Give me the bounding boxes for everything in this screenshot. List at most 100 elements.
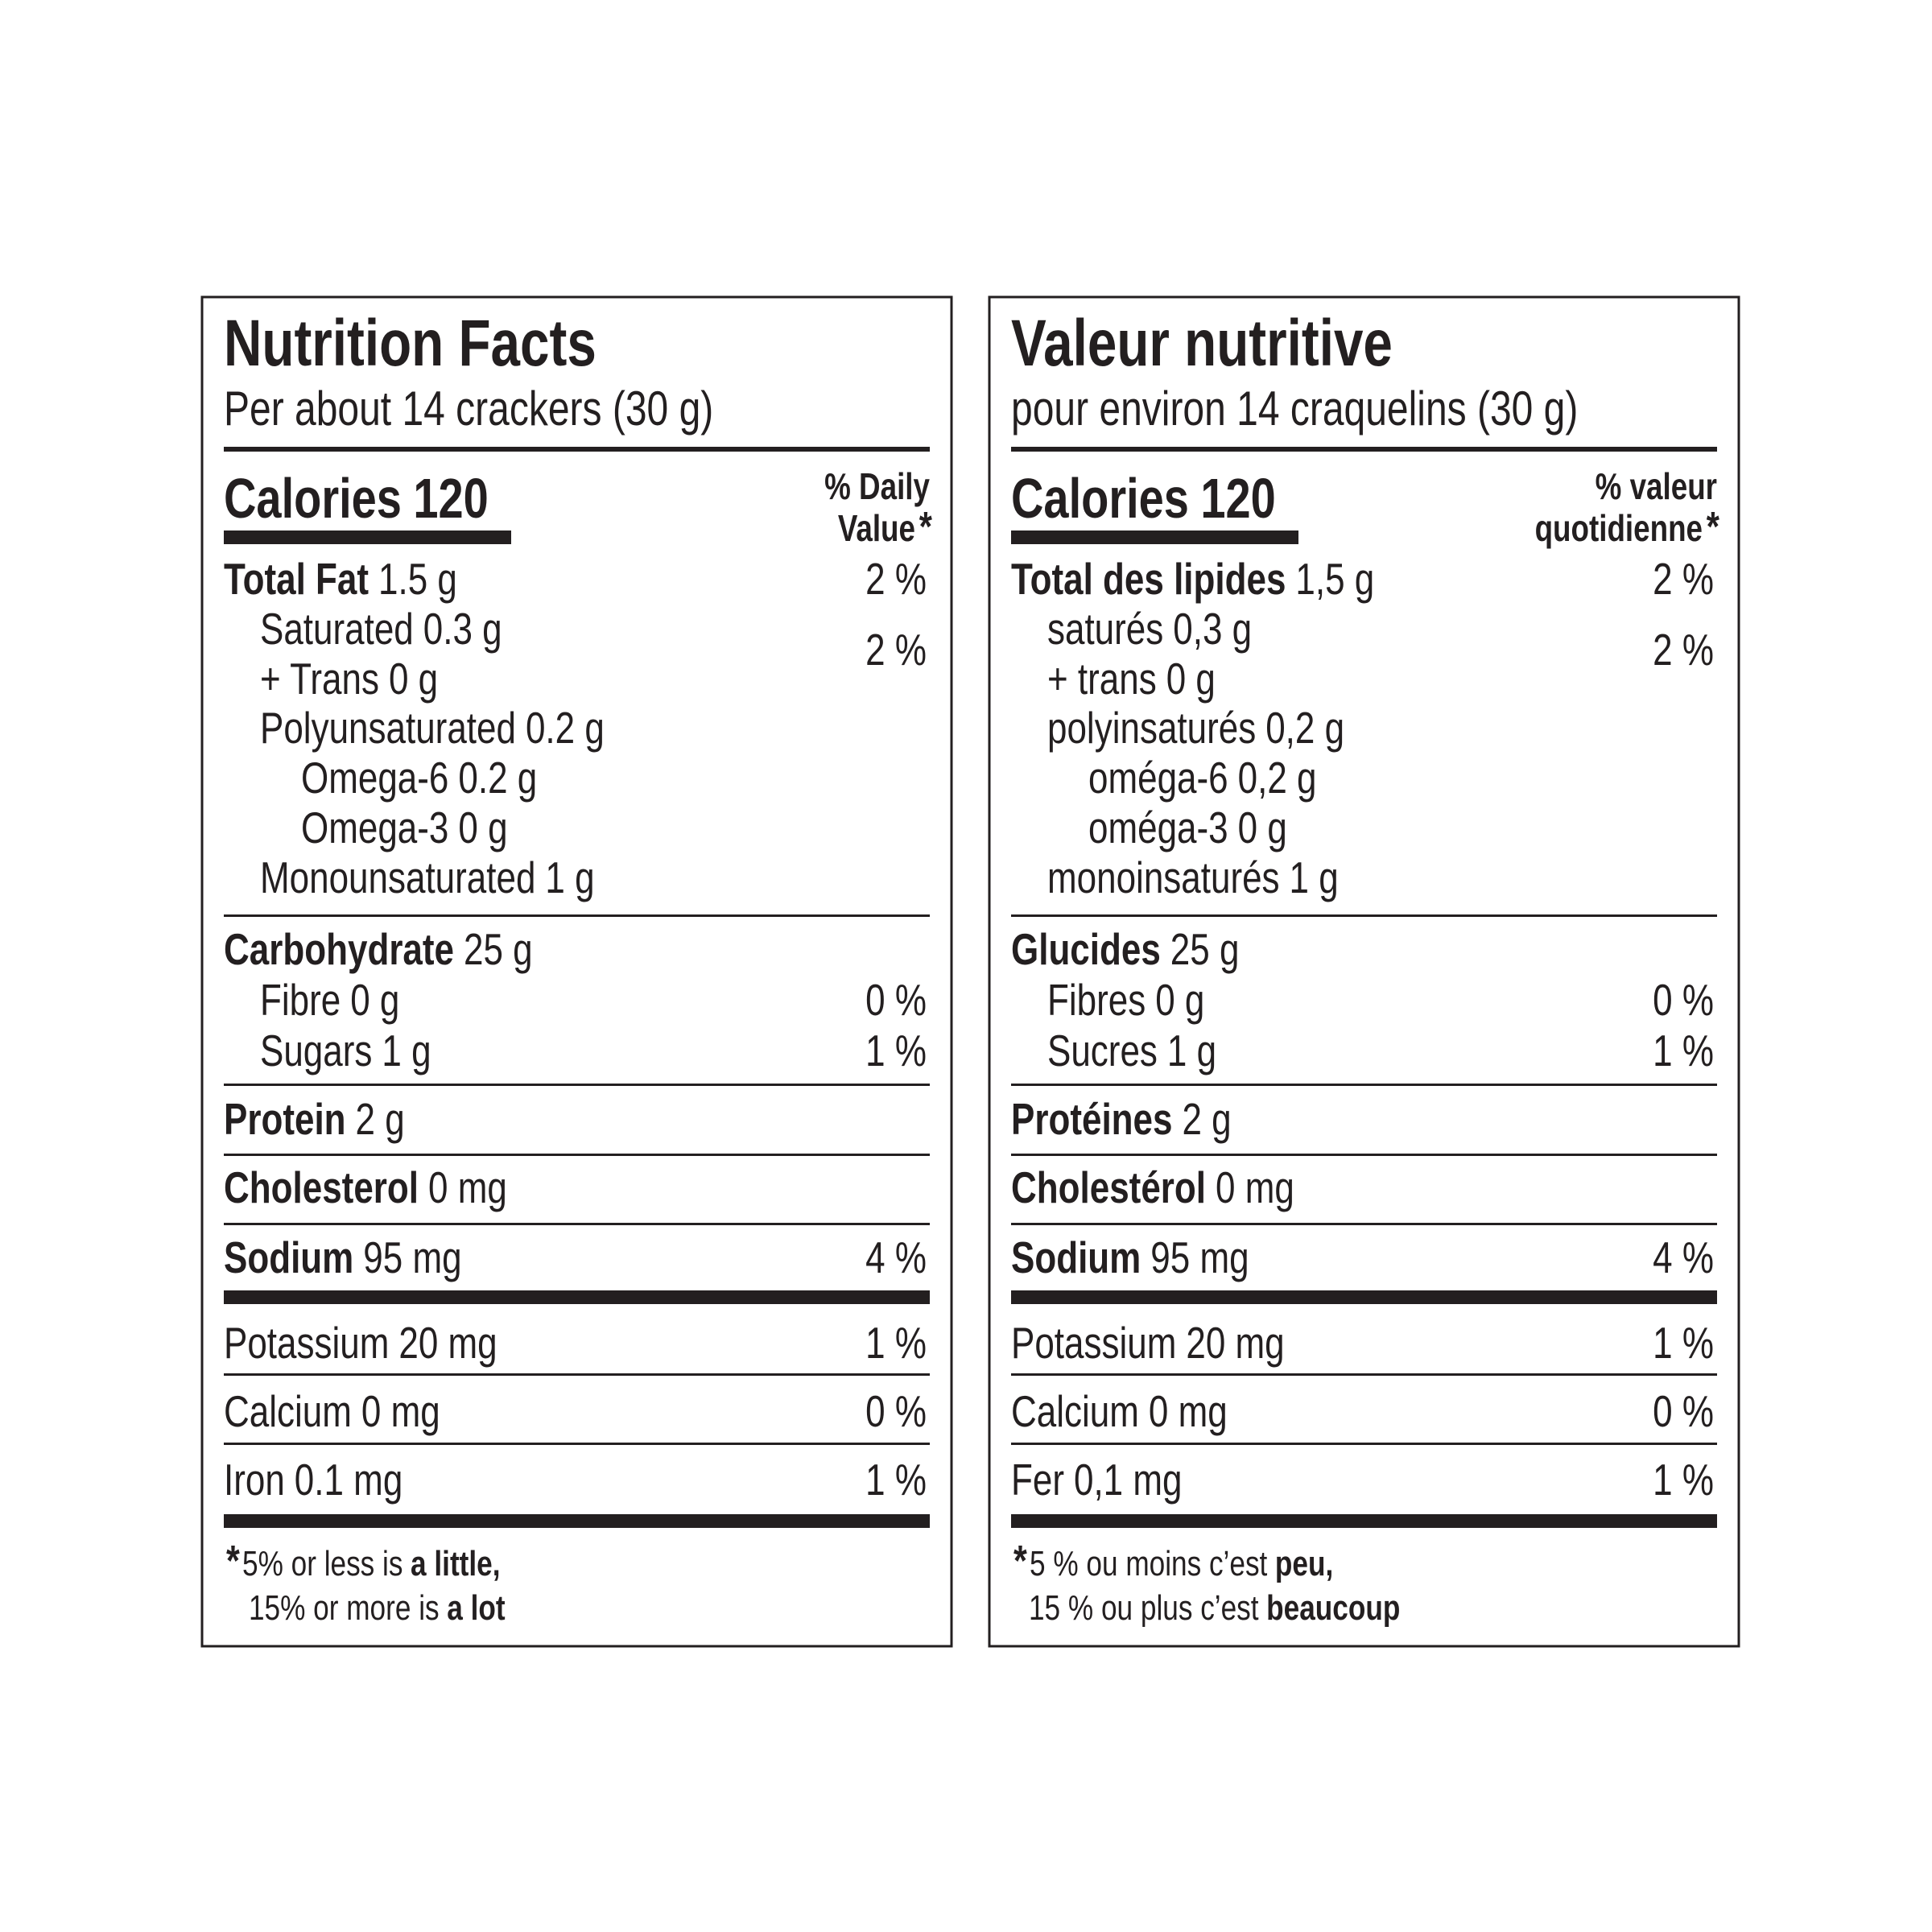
nutrient-row: + trans 0 g [1047,654,1216,704]
rule [1011,1373,1717,1376]
nutrient-name: Carbohydrate [224,924,454,974]
nutrient-amount: 0,1 mg [1074,1455,1183,1505]
nutrient-name: Fibres [1047,975,1146,1025]
daily-value: 2 % [1653,625,1714,675]
nutrient-amount: 0,2 g [1238,753,1317,803]
footnote: *5% or less is a little, [226,1538,501,1586]
daily-value: 0 % [1653,975,1714,1025]
thick-rule [1011,1290,1717,1304]
nutrient-name: Calcium [224,1386,352,1436]
title: Valeur nutritive [1011,306,1393,380]
serving-size: Per about 14 crackers (30 g) [224,382,713,436]
rule [224,1084,930,1086]
footnote-emphasis: beaucoup [1266,1588,1400,1628]
nutrient-amount: 1 g [1290,852,1339,902]
nutrient-name: Total Fat [224,554,369,604]
nutrient-name: polyinsaturés [1047,703,1256,753]
rule [224,1373,930,1376]
nutrient-row: Total Fat 1.5 g [224,554,457,604]
thick-rule [224,1290,930,1304]
daily-value: 1 % [865,1455,927,1505]
nutrient-row: Fer 0,1 mg [1011,1455,1183,1505]
nutrient-row: + Trans 0 g [260,654,438,704]
nutrient-name: Calcium [1011,1386,1139,1436]
nutrient-row: monoinsaturés 1 g [1047,852,1339,902]
nutrient-amount: 25 g [464,924,533,974]
nutrient-amount: 1 g [545,852,594,902]
nutrient-name: Sodium [224,1232,353,1282]
nutrient-row: Omega-6 0.2 g [301,753,537,803]
nutrient-amount: 0 g [458,803,507,852]
daily-value: 2 % [1653,554,1714,604]
nutrient-amount: 0.1 mg [295,1455,403,1505]
nutrient-name: Sucres [1047,1026,1158,1075]
nutrient-row: Polyunsaturated 0.2 g [260,703,605,753]
footnote-emphasis: a lot [447,1588,505,1628]
nutrient-amount: 0 g [389,654,438,704]
nutrient-name: Fibre [260,975,341,1025]
daily-value: 1 % [865,1026,927,1075]
nutrient-row: Saturated 0.3 g [260,604,502,654]
nutrient-row: Fibre 0 g [260,975,399,1025]
nutrient-name: Glucides [1011,924,1161,974]
nutrient-name: Protein [224,1094,346,1144]
calories-bar [1011,530,1298,544]
nutrient-row: Potassium 20 mg [1011,1318,1285,1368]
nutrient-amount: 0 mg [1216,1162,1294,1212]
nutrient-amount: 25 g [1170,924,1240,974]
nutrient-name: Monounsaturated [260,852,535,902]
footnote-emphasis: a little, [411,1544,500,1583]
nutrient-name: Sodium [1011,1232,1141,1282]
nutrient-amount: 1,5 g [1295,554,1374,604]
nutrient-row: Cholestérol 0 mg [1011,1162,1294,1212]
nutrient-row: Sugars 1 g [260,1026,431,1075]
nutrient-name: Iron [224,1455,285,1505]
nutrient-name: oméga-6 [1088,753,1228,803]
label-border [200,295,953,1648]
label-border [988,295,1740,1648]
rule [1011,447,1717,452]
daily-value: 4 % [1653,1232,1714,1282]
nutrient-name: Omega-6 [301,753,448,803]
nutrient-name: monoinsaturés [1047,852,1280,902]
dv-header: Value* [838,503,933,551]
nutrient-row: oméga-6 0,2 g [1088,753,1316,803]
daily-value: 0 % [865,1386,927,1436]
dv-header: % valeur [1596,465,1717,507]
nutrient-row: Fibres 0 g [1047,975,1204,1025]
serving-size: pour environ 14 craquelins (30 g) [1011,382,1578,436]
calories-bar [224,530,511,544]
nutrient-amount: 95 mg [1150,1232,1249,1282]
footnote-text: 15% or more is [249,1588,440,1628]
asterisk: * [226,1538,240,1586]
title: Nutrition Facts [224,306,597,380]
nutrient-name: Sugars [260,1026,372,1075]
dv-header-line: quotidienne [1535,507,1703,549]
nutrient-name: Protéines [1011,1094,1172,1144]
dv-header: % Daily [824,465,930,507]
rule [224,914,930,917]
daily-value: 1 % [1653,1318,1714,1368]
daily-value: 1 % [865,1318,927,1368]
calories: Calories 120 [224,468,489,530]
nutrient-name: Polyunsaturated [260,703,516,753]
nutrient-amount: 0,2 g [1265,703,1344,753]
nutrient-row: Monounsaturated 1 g [260,852,595,902]
footnote-text: 5 % ou moins c’est [1030,1544,1267,1583]
nutrient-name: saturés [1047,604,1163,654]
nutrient-amount: 2 g [356,1094,405,1144]
nutrient-row: Protein 2 g [224,1094,405,1144]
rule [1011,1223,1717,1225]
daily-value: 2 % [865,625,927,675]
nutrient-row: oméga-3 0 g [1088,803,1287,852]
nutrient-row: Total des lipides 1,5 g [1011,554,1374,604]
nutrient-name: Potassium [224,1318,389,1368]
thick-rule [224,1514,930,1528]
nutrient-name: + Trans [260,654,379,704]
nutrient-amount: 0 mg [1149,1386,1228,1436]
nutrient-row: Glucides 25 g [1011,924,1239,974]
nutrient-amount: 0.2 g [458,753,537,803]
